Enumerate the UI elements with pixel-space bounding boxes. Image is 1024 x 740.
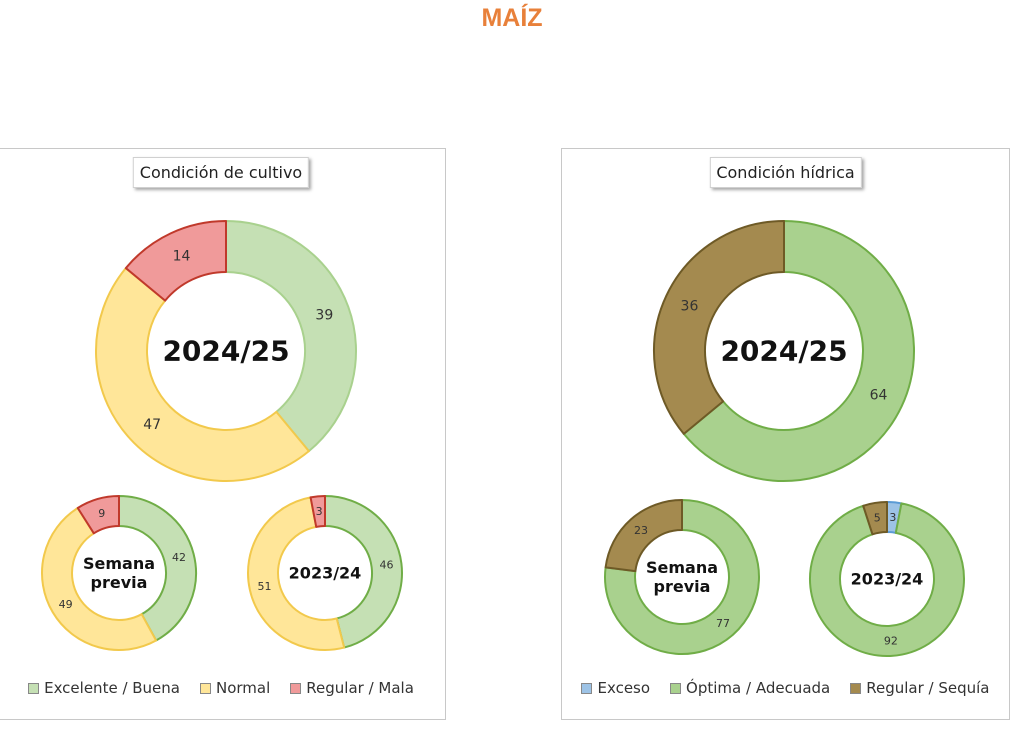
crop-donut-0-label-normal: 47	[143, 417, 161, 433]
crop-donut-2-label-excelente-buena: 46	[380, 559, 394, 572]
water-legend-item-exceso: Exceso	[581, 679, 650, 697]
legend-swatch	[200, 682, 211, 694]
crop-donut-1-slice-regular-mala	[76, 495, 120, 535]
water-donut-0-slice-regular-sequia	[653, 220, 785, 435]
legend-label: Regular / Mala	[306, 679, 414, 697]
legend-swatch	[850, 682, 862, 694]
water-condition-chart: 64 36 2024/25 77 23 Semana previa 3 92 5 2023/24	[604, 220, 965, 657]
water-donut-0-label-optima-adecuada: 64	[870, 387, 888, 403]
crop-donut-0-slice-normal	[95, 267, 310, 482]
water-donut-2-center-label: 2023/24	[851, 570, 924, 589]
water-donut-2-slice-optima-adecuada	[809, 502, 965, 657]
water-condition-title: Condición hídrica	[709, 157, 862, 188]
crop-donut-2-slice-regular-mala	[309, 495, 326, 528]
water-donut-2-slice-regular-sequia	[862, 501, 888, 536]
crop-condition-title: Condición de cultivo	[132, 157, 310, 188]
crop-donut-2-label-regular-mala: 3	[316, 505, 323, 518]
water-donut-1-slice-regular-sequia	[604, 499, 683, 573]
crop-donut-1-slice-excelente-buena	[118, 495, 197, 642]
legend-label: Exceso	[597, 679, 651, 697]
legend-swatch	[581, 682, 593, 694]
crop-donut-1-label-excelente-buena: 42	[172, 551, 186, 564]
legend-swatch	[670, 682, 682, 694]
water-donut-1-label-regular-sequia: 23	[634, 524, 648, 537]
water-donut-0-label-regular-sequia: 36	[681, 299, 699, 315]
water-donut-2-label-optima-adecuada: 92	[884, 634, 898, 647]
legend-label: Normal	[216, 679, 271, 697]
crop-donut-2-center-label: 2023/24	[289, 564, 362, 583]
crop-donut-1-label-regular-mala: 9	[98, 507, 105, 520]
water-donut-0-slice-optima-adecuada	[682, 220, 915, 482]
water-condition-legend: Exceso Óptima / Adecuada Regular / Sequía	[562, 679, 1009, 697]
water-donut-2-label-regular-sequia: 5	[874, 511, 881, 524]
crop-condition-chart: 39 47 14 2024/25 42 49 9 Semana previa 46 51 3 2023/…	[41, 220, 403, 651]
page-title: MAÍZ	[481, 4, 543, 32]
legend-label: Regular / Sequía	[866, 679, 990, 697]
water-donut-1-label-optima-adecuada: 77	[716, 617, 730, 630]
crop-legend-item-normal: Normal	[200, 679, 270, 697]
crop-donut-0-label-regular-mala: 14	[173, 248, 191, 264]
crop-donut-0-slice-regular-mala	[124, 220, 227, 302]
water-legend-item-optima-adecuada: Óptima / Adecuada	[670, 679, 830, 697]
crop-donut-0-label-excelente-buena: 39	[315, 308, 333, 324]
legend-swatch	[290, 682, 302, 694]
crop-donut-1-label-normal: 49	[59, 598, 73, 611]
water-donut-2-label-exceso: 3	[889, 511, 896, 524]
crop-donut-2-label-normal: 51	[257, 580, 271, 593]
legend-label: Óptima / Adecuada	[686, 679, 831, 697]
water-condition-panel: 64 36 2024/25 77 23 Semana previa 3 92 5 2023/24 C…	[561, 148, 1010, 720]
water-donut-1-center-label: Semana previa	[646, 558, 718, 596]
water-donut-1-slice-optima-adecuada	[604, 499, 760, 655]
water-donut-0-center-label: 2024/25	[720, 335, 847, 368]
crop-condition-legend: Excelente / Buena Normal Regular / Mala	[0, 679, 445, 697]
crop-donut-1-center-label: Semana previa	[83, 554, 155, 592]
legend-label: Excelente / Buena	[44, 679, 180, 697]
crop-condition-panel: 39 47 14 2024/25 42 49 9 Semana previa 46 51 3 2023/…	[0, 148, 446, 720]
crop-legend-item-regular-mala: Regular / Mala	[290, 679, 414, 697]
crop-legend-item-excelente-buena: Excelente / Buena	[28, 679, 180, 697]
legend-swatch	[28, 682, 40, 694]
crop-donut-2-slice-excelente-buena	[324, 495, 403, 649]
crop-donut-1-slice-normal	[41, 506, 158, 651]
crop-donut-0-slice-excelente-buena	[225, 220, 357, 453]
crop-donut-2-slice-normal	[247, 496, 346, 651]
water-legend-item-regular-sequia: Regular / Sequía	[850, 679, 990, 697]
crop-donut-0-center-label: 2024/25	[162, 335, 289, 368]
